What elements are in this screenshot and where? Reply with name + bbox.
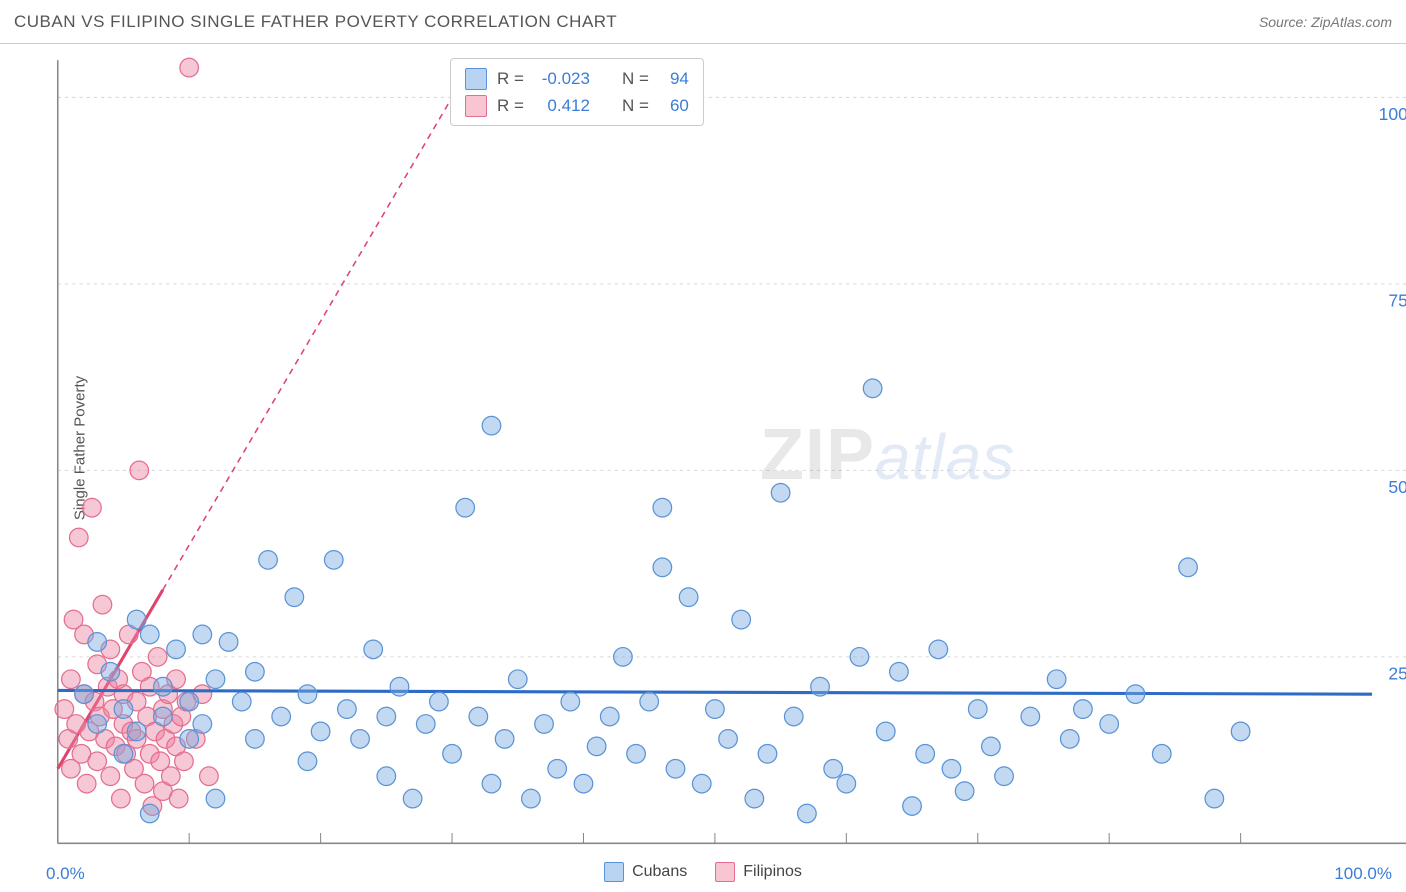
legend-swatch bbox=[715, 862, 735, 882]
x-axis-max-label: 100.0% bbox=[1334, 864, 1392, 884]
stats-row: R = -0.023 N = 94 bbox=[465, 65, 689, 92]
svg-text:100.0%: 100.0% bbox=[1379, 104, 1406, 124]
stat-r-value: 0.412 bbox=[534, 92, 590, 119]
stat-n-value: 60 bbox=[659, 92, 689, 119]
legend-label: Filipinos bbox=[743, 863, 802, 880]
legend-item: Filipinos bbox=[715, 862, 802, 882]
stat-r-value: -0.023 bbox=[534, 65, 590, 92]
stats-swatch bbox=[465, 68, 487, 90]
stats-legend-box: R = -0.023 N = 94 R = 0.412 N = 60 bbox=[450, 58, 704, 126]
chart-title: CUBAN VS FILIPINO SINGLE FATHER POVERTY … bbox=[14, 12, 617, 32]
stat-n-label: N = bbox=[622, 92, 649, 119]
stat-r-label: R = bbox=[497, 65, 524, 92]
source-prefix: Source: bbox=[1259, 14, 1311, 30]
plot-area: Single Father Poverty 25.0%50.0%75.0%100… bbox=[0, 44, 1406, 852]
source-attribution: Source: ZipAtlas.com bbox=[1259, 14, 1392, 30]
source-name: ZipAtlas.com bbox=[1311, 14, 1392, 30]
legend-swatch bbox=[604, 862, 624, 882]
stats-swatch bbox=[465, 95, 487, 117]
stats-row: R = 0.412 N = 60 bbox=[465, 92, 689, 119]
chart-footer: 0.0% Cubans Filipinos 100.0% bbox=[0, 852, 1406, 892]
x-axis-min-label: 0.0% bbox=[46, 864, 85, 884]
scatter-chart: 25.0% 50.0% 75.0% 100.0% bbox=[46, 56, 1406, 864]
stat-r-label: R = bbox=[497, 92, 524, 119]
svg-text:25.0%: 25.0% bbox=[1388, 664, 1406, 684]
legend-label: Cubans bbox=[632, 863, 687, 880]
svg-text:50.0%: 50.0% bbox=[1388, 477, 1406, 497]
stat-n-label: N = bbox=[622, 65, 649, 92]
legend-item: Cubans bbox=[604, 862, 687, 882]
chart-header: CUBAN VS FILIPINO SINGLE FATHER POVERTY … bbox=[0, 0, 1406, 44]
series-legend: Cubans Filipinos bbox=[604, 862, 802, 882]
svg-text:75.0%: 75.0% bbox=[1388, 291, 1406, 311]
stat-n-value: 94 bbox=[659, 65, 689, 92]
